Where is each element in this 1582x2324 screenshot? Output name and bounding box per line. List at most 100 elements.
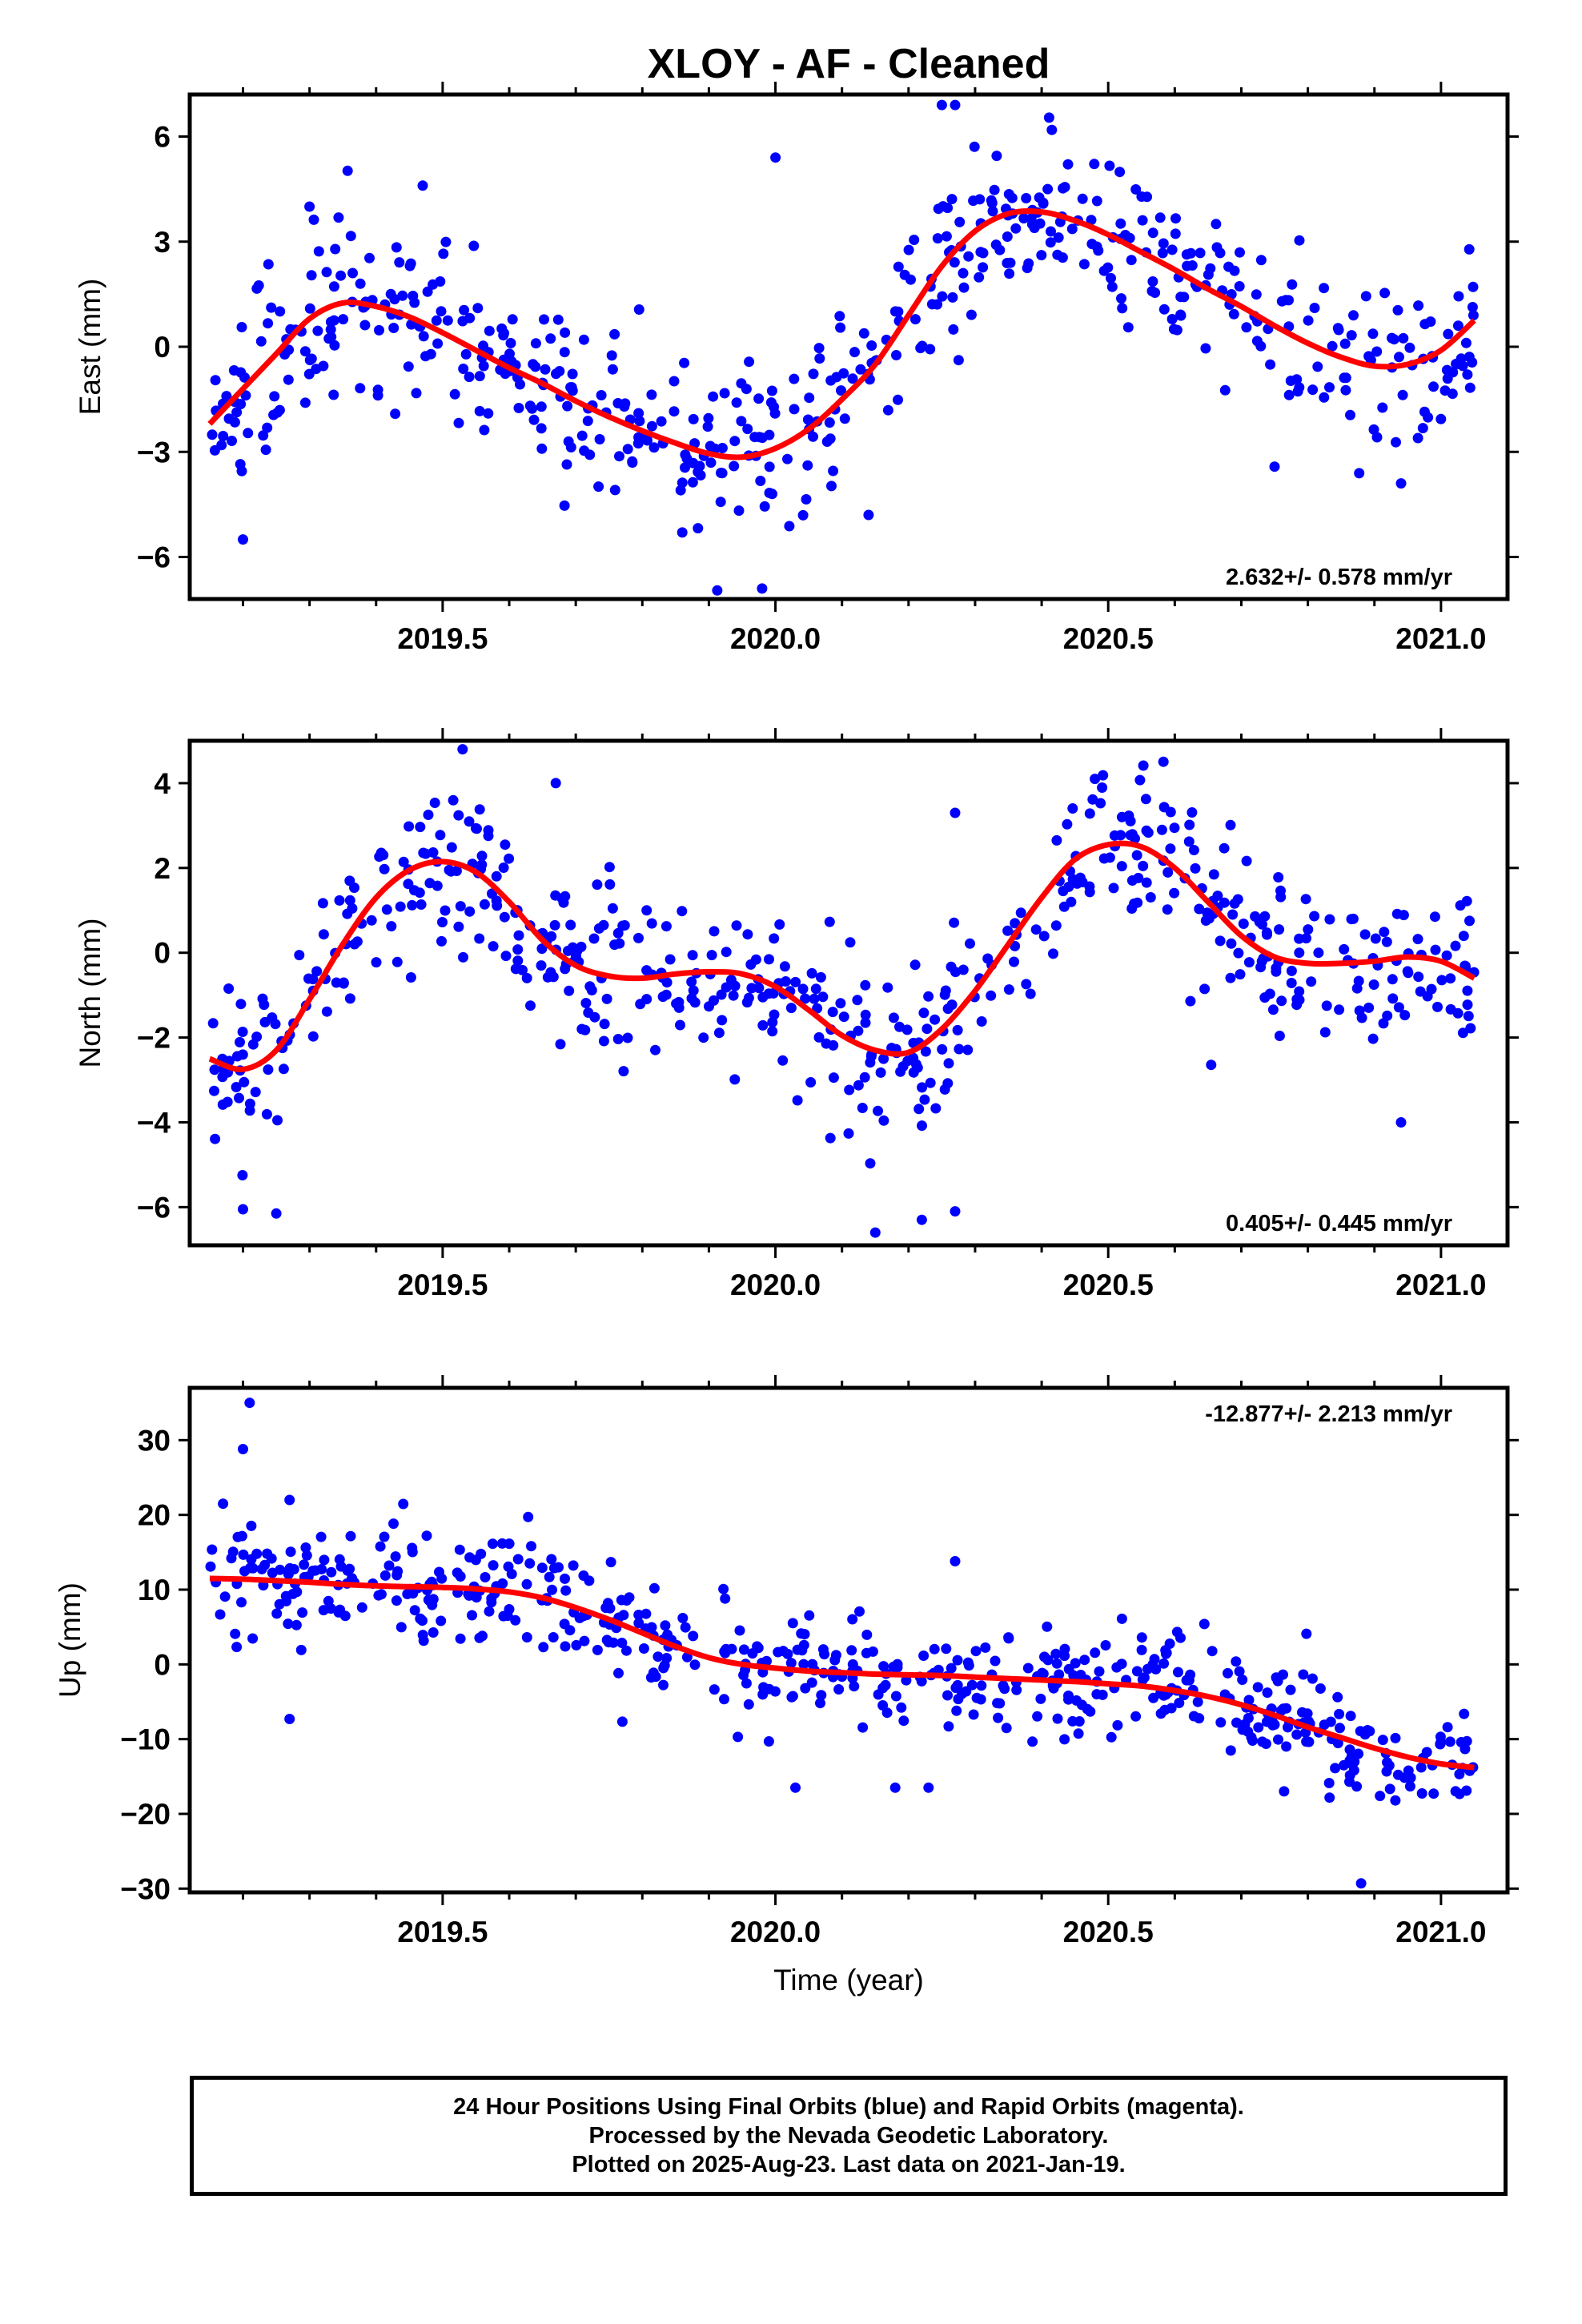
north-data-point <box>560 891 571 902</box>
up-data-point <box>334 1554 345 1565</box>
east-data-point <box>987 206 998 217</box>
north-data-point <box>209 1085 219 1096</box>
east-data-point <box>1283 389 1295 400</box>
north-data-point <box>1462 985 1473 996</box>
north-data-point <box>838 1011 849 1023</box>
north-data-point <box>1381 936 1392 947</box>
up-data-point <box>521 1578 532 1590</box>
up-data-point <box>506 1569 517 1579</box>
east-data-point <box>925 344 936 355</box>
east-data-point <box>1215 247 1226 259</box>
north-data-point <box>962 1044 974 1055</box>
north-data-point <box>810 983 821 995</box>
north-data-point <box>1262 929 1272 940</box>
east-data-point <box>1303 315 1314 326</box>
up-data-point <box>1383 1760 1395 1771</box>
up-data-point <box>752 1641 763 1652</box>
up-data-point <box>861 1629 873 1640</box>
north-data-point <box>1294 947 1305 959</box>
east-data-point <box>1175 309 1186 320</box>
up-data-point <box>785 1658 797 1669</box>
east-data-point <box>236 322 247 332</box>
north-data-point <box>1303 924 1314 935</box>
up-data-point <box>1076 1699 1087 1711</box>
up-data-point <box>454 1544 465 1555</box>
east-data-point <box>989 184 1000 195</box>
up-data-point <box>633 1610 644 1620</box>
north-data-point <box>1354 1005 1365 1016</box>
east-data-point <box>321 267 332 278</box>
up-data-point <box>1237 1675 1248 1685</box>
east-data-point <box>1397 389 1408 400</box>
north-data-point <box>351 936 363 947</box>
up-data-point <box>980 1642 991 1653</box>
north-data-point <box>1140 794 1151 805</box>
north-data-point <box>1183 836 1195 847</box>
east-data-point <box>994 244 1006 255</box>
north-data-point <box>404 821 415 832</box>
up-data-point <box>621 1645 632 1656</box>
east-data-point <box>715 497 726 508</box>
north-data-point <box>1051 834 1062 846</box>
north-data-point <box>1367 1033 1379 1044</box>
east-data-point <box>1102 262 1114 273</box>
north-data-point <box>1254 916 1265 927</box>
up-data-point <box>648 1582 660 1594</box>
up-data-point <box>719 1694 729 1705</box>
north-data-point <box>237 1049 248 1060</box>
east-data-point <box>825 375 837 386</box>
up-data-point <box>1384 1783 1395 1795</box>
north-data-point <box>1130 833 1140 844</box>
north-data-point <box>550 778 561 789</box>
up-data-point <box>1042 1621 1053 1632</box>
north-data-point <box>1021 979 1032 990</box>
north-data-point <box>1010 918 1021 929</box>
east-data-point <box>524 400 536 412</box>
east-data-point <box>963 251 974 262</box>
east-data-point <box>515 379 525 390</box>
up-data-point <box>1136 1644 1147 1655</box>
north-data-point <box>930 1014 941 1025</box>
east-data-point <box>612 398 624 408</box>
north-data-point <box>1458 931 1469 942</box>
north-data-point <box>709 926 720 937</box>
north-data-point <box>878 1053 889 1064</box>
up-data-point <box>291 1619 302 1630</box>
east-data-point <box>540 364 551 375</box>
up-data-point <box>559 1618 570 1630</box>
up-data-point <box>301 1550 312 1561</box>
east-data-point <box>432 338 444 349</box>
north-data-point <box>873 1105 883 1116</box>
east-data-point <box>1058 183 1069 194</box>
north-data-point <box>424 878 436 889</box>
east-data-point <box>1387 332 1397 344</box>
east-data-point <box>1018 213 1030 224</box>
up-data-point <box>782 1648 793 1659</box>
up-data-point <box>484 1606 495 1617</box>
east-data-point <box>1339 338 1351 349</box>
east-data-point <box>1346 330 1357 341</box>
east-data-point <box>808 431 818 442</box>
north-data-point <box>564 985 575 996</box>
north-data-point <box>753 983 765 994</box>
north-data-point <box>318 929 329 940</box>
east-data-point <box>1435 413 1447 424</box>
east-rate-label: 2.632+/- 0.578 mm/yr <box>1226 565 1452 590</box>
east-x-tick-label: 2021.0 <box>1395 622 1486 655</box>
north-data-point <box>619 920 630 931</box>
north-data-point <box>209 1064 220 1076</box>
up-data-point <box>434 1566 444 1578</box>
up-data-point <box>1073 1728 1084 1739</box>
up-data-point <box>1225 1745 1236 1756</box>
east-data-point <box>782 453 793 464</box>
east-data-point <box>953 355 964 366</box>
east-data-point <box>1036 250 1047 261</box>
east-data-point <box>1360 291 1371 302</box>
east-data-point <box>729 460 740 472</box>
east-data-point <box>1425 316 1436 328</box>
up-data-point <box>1315 1683 1326 1694</box>
up-data-point <box>998 1680 1009 1691</box>
east-data-point <box>1309 303 1320 313</box>
east-data-point <box>306 270 317 281</box>
north-data-point <box>916 1214 927 1225</box>
